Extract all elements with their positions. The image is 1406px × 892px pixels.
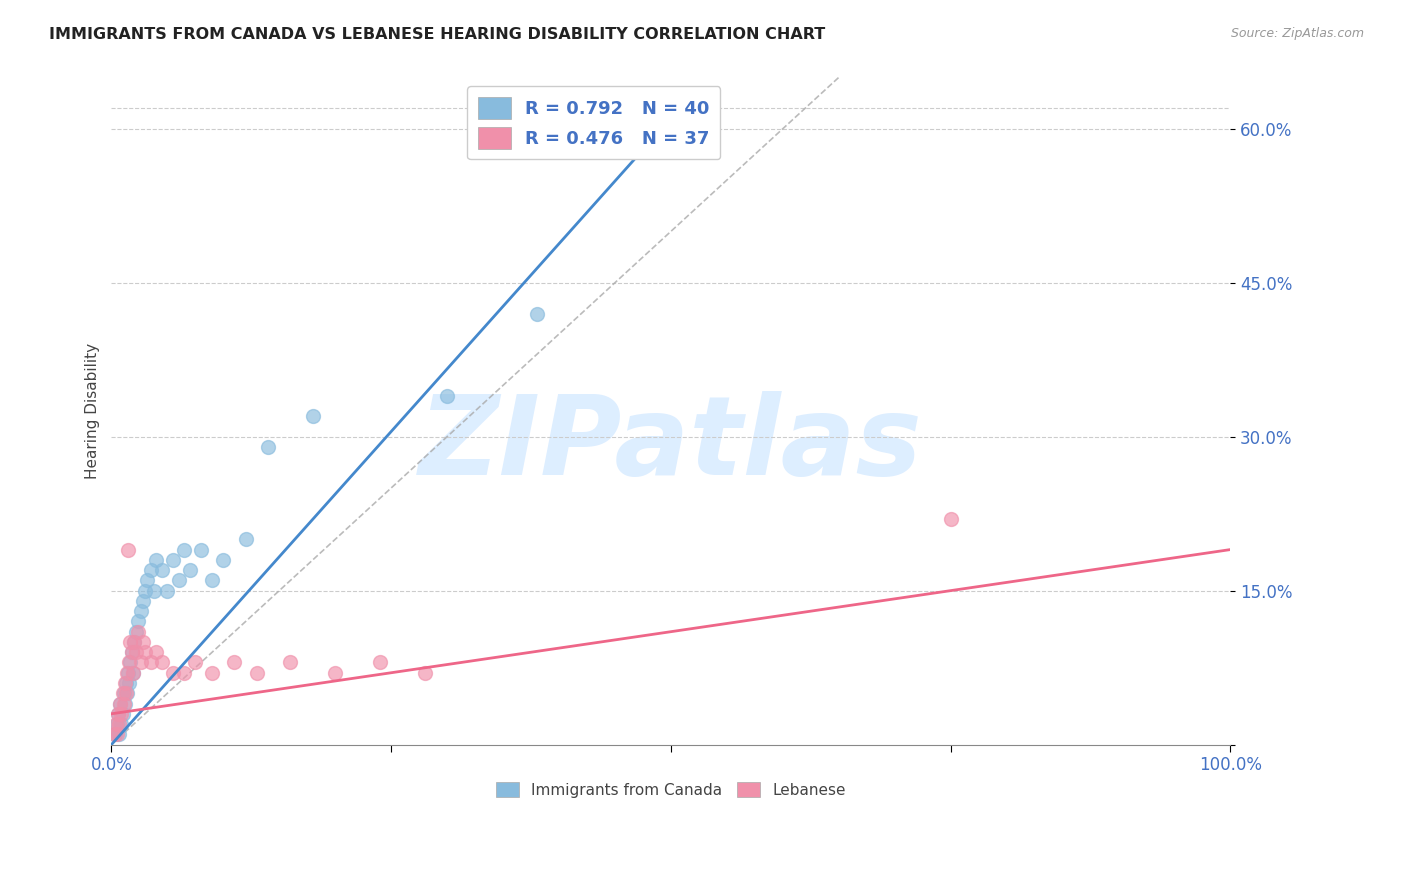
Point xyxy=(104,717,127,731)
Point xyxy=(134,645,156,659)
Point xyxy=(122,635,145,649)
Point xyxy=(162,665,184,680)
Point xyxy=(112,697,135,711)
Point xyxy=(201,665,224,680)
Point xyxy=(257,440,280,454)
Point xyxy=(179,563,201,577)
Point xyxy=(132,635,155,649)
Point xyxy=(111,686,134,700)
Point xyxy=(235,533,257,547)
Point xyxy=(156,583,179,598)
Point xyxy=(115,686,138,700)
Point xyxy=(939,512,962,526)
Point xyxy=(103,727,125,741)
Text: IMMIGRANTS FROM CANADA VS LEBANESE HEARING DISABILITY CORRELATION CHART: IMMIGRANTS FROM CANADA VS LEBANESE HEARI… xyxy=(49,27,825,42)
Point xyxy=(118,676,141,690)
Point xyxy=(129,604,152,618)
Point xyxy=(127,624,149,639)
Point xyxy=(173,542,195,557)
Point xyxy=(111,706,134,721)
Point xyxy=(173,665,195,680)
Point xyxy=(368,656,391,670)
Point xyxy=(129,656,152,670)
Point xyxy=(280,656,302,670)
Point xyxy=(105,717,128,731)
Point xyxy=(121,645,143,659)
Point xyxy=(117,542,139,557)
Point xyxy=(190,542,212,557)
Point xyxy=(108,727,131,741)
Point xyxy=(125,645,148,659)
Point xyxy=(246,665,269,680)
Point xyxy=(224,656,246,670)
Point xyxy=(121,665,143,680)
Point xyxy=(110,706,132,721)
Legend: Immigrants from Canada, Lebanese: Immigrants from Canada, Lebanese xyxy=(489,775,852,804)
Point xyxy=(107,706,129,721)
Point xyxy=(110,717,132,731)
Point xyxy=(107,706,129,721)
Point xyxy=(413,665,436,680)
Point xyxy=(136,574,159,588)
Y-axis label: Hearing Disability: Hearing Disability xyxy=(86,343,100,479)
Point xyxy=(121,665,143,680)
Point xyxy=(145,645,167,659)
Point xyxy=(114,697,136,711)
Point xyxy=(117,665,139,680)
Point xyxy=(212,553,235,567)
Point xyxy=(127,615,149,629)
Point xyxy=(118,656,141,670)
Text: ZIPatlas: ZIPatlas xyxy=(419,391,922,498)
Point xyxy=(125,624,148,639)
Point xyxy=(134,583,156,598)
Point xyxy=(323,665,346,680)
Point xyxy=(139,563,162,577)
Point xyxy=(201,574,224,588)
Point xyxy=(110,697,132,711)
Point xyxy=(132,594,155,608)
Point xyxy=(121,645,143,659)
Point xyxy=(301,409,323,424)
Point xyxy=(105,727,128,741)
Point xyxy=(112,686,135,700)
Point xyxy=(150,656,173,670)
Point xyxy=(108,717,131,731)
Point xyxy=(139,656,162,670)
Point xyxy=(436,389,458,403)
Point xyxy=(167,574,190,588)
Point xyxy=(114,676,136,690)
Point xyxy=(184,656,207,670)
Point xyxy=(110,697,132,711)
Point xyxy=(115,686,138,700)
Text: Source: ZipAtlas.com: Source: ZipAtlas.com xyxy=(1230,27,1364,40)
Point xyxy=(150,563,173,577)
Point xyxy=(120,656,142,670)
Point xyxy=(162,553,184,567)
Point xyxy=(115,665,138,680)
Point xyxy=(104,727,127,741)
Point xyxy=(120,635,142,649)
Point xyxy=(115,676,138,690)
Point xyxy=(122,635,145,649)
Point xyxy=(142,583,165,598)
Point xyxy=(145,553,167,567)
Point xyxy=(526,306,548,320)
